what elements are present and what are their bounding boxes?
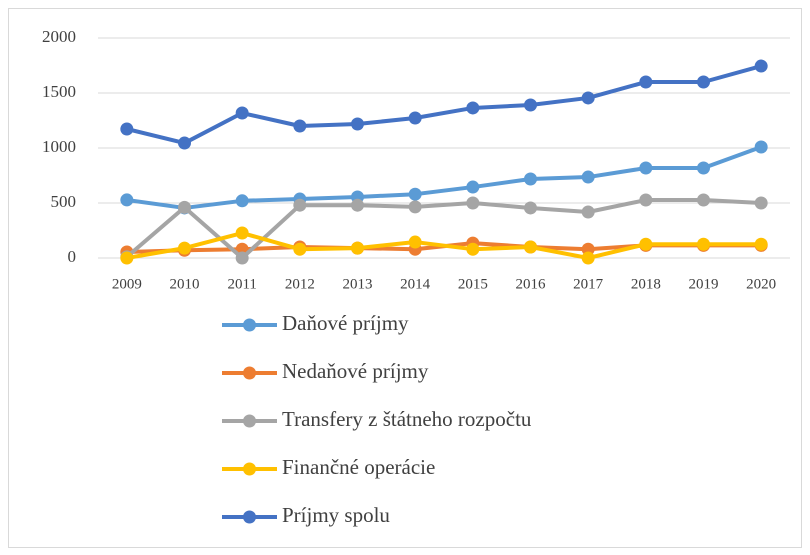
point [293, 198, 307, 212]
x-tick-label: 2019 [689, 276, 719, 292]
point [524, 201, 537, 215]
point [697, 75, 710, 89]
x-tick-label: 2016 [516, 276, 547, 292]
x-tick-label: 2009 [112, 276, 142, 292]
point [178, 241, 191, 255]
legend-marker [243, 510, 256, 524]
y-tick-label: 0 [68, 247, 77, 266]
point [235, 106, 249, 120]
point [697, 193, 710, 207]
point [697, 161, 710, 175]
point [697, 237, 710, 251]
series-line [126, 231, 762, 260]
point [235, 194, 249, 208]
legend-label: Príjmy spolu [282, 503, 390, 527]
point [120, 193, 134, 207]
point [581, 251, 595, 265]
x-tick-label: 2012 [285, 276, 315, 292]
point [466, 242, 480, 256]
point [408, 187, 422, 201]
point [293, 119, 307, 133]
legend-label: Finančné operácie [282, 455, 435, 479]
x-tick-label: 2010 [170, 276, 200, 292]
point [754, 237, 768, 251]
point [639, 161, 653, 175]
series-line [126, 145, 762, 210]
x-tick-label: 2013 [343, 276, 373, 292]
point [581, 91, 595, 105]
point [235, 251, 249, 265]
point [524, 172, 537, 186]
y-tick-label: 1000 [42, 137, 76, 156]
point [581, 170, 595, 184]
point [639, 75, 653, 89]
point [408, 235, 422, 249]
x-tick-label: 2020 [746, 276, 776, 292]
x-tick-label: 2017 [573, 276, 604, 292]
point [639, 237, 653, 251]
point [235, 226, 249, 240]
x-tick-label: 2018 [631, 276, 661, 292]
legend-marker [243, 366, 256, 380]
legend-marker [243, 462, 256, 476]
legend-label: Nedaňové príjmy [282, 359, 429, 383]
y-tick-label: 1500 [42, 82, 76, 101]
point [524, 98, 537, 112]
point [408, 111, 422, 125]
point [408, 200, 422, 214]
point [351, 198, 364, 212]
y-tick-label: 500 [51, 192, 77, 211]
point [754, 59, 768, 73]
legend-label: Transfery z štátneho rozpočtu [282, 407, 532, 431]
legend-marker [243, 414, 256, 428]
point [754, 140, 768, 154]
point [466, 196, 480, 210]
point [351, 241, 364, 255]
point [293, 242, 307, 256]
chart-border [8, 8, 802, 548]
x-tick-label: 2014 [400, 276, 431, 292]
y-tick-label: 2000 [42, 27, 76, 46]
point [466, 101, 480, 115]
legend-marker [243, 318, 256, 332]
x-tick-label: 2015 [458, 276, 488, 292]
point [639, 193, 653, 207]
point [466, 180, 480, 194]
point [581, 205, 595, 219]
point [351, 117, 364, 131]
point [120, 122, 134, 136]
x-tick-label: 2011 [227, 276, 256, 292]
point [754, 196, 768, 210]
point [524, 240, 537, 254]
legend-label: Daňové príjmy [282, 311, 409, 335]
point [178, 200, 191, 214]
series-line [126, 64, 762, 146]
series-line [125, 198, 762, 260]
point [120, 251, 134, 265]
point [178, 136, 191, 150]
